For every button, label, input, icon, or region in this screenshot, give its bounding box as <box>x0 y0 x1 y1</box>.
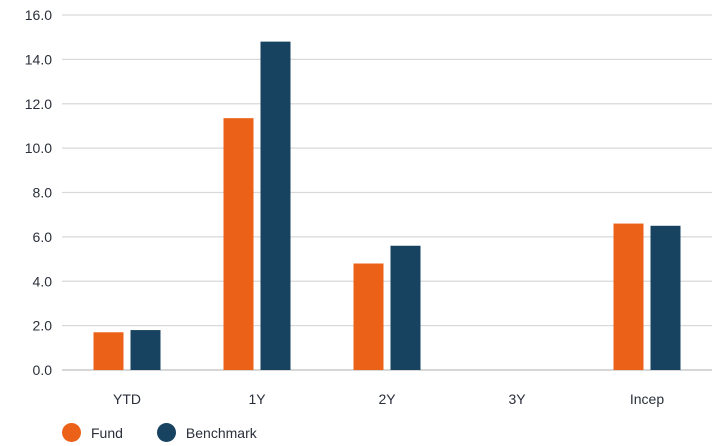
x-category-label: Incep <box>630 391 664 407</box>
y-tick-label: 16.0 <box>25 7 52 23</box>
x-category-label: 2Y <box>378 391 396 407</box>
x-category-label: 1Y <box>248 391 266 407</box>
gridlines <box>62 14 712 371</box>
bars <box>93 41 681 371</box>
y-tick-label: 12.0 <box>25 96 52 112</box>
legend-swatch-fund <box>62 423 81 442</box>
legend-item-benchmark[interactable]: Benchmark <box>156 423 257 442</box>
y-tick-label: 6.0 <box>33 229 53 245</box>
bar-benchmark-ytd[interactable] <box>130 330 161 370</box>
y-axis-ticks: 0.0 2.0 4.0 6.0 8.0 10.0 12.0 14.0 16.0 <box>25 7 52 378</box>
legend-label-fund: Fund <box>91 424 123 441</box>
bar-fund-incep[interactable] <box>613 223 644 370</box>
y-tick-label: 2.0 <box>33 318 53 334</box>
y-tick-label: 8.0 <box>33 185 53 201</box>
bar-benchmark-2y[interactable] <box>390 245 421 370</box>
bar-fund-2y[interactable] <box>353 263 384 371</box>
legend-label-benchmark: Benchmark <box>185 424 257 441</box>
bar-benchmark-1y[interactable] <box>260 41 291 370</box>
legend: Fund Benchmark <box>62 423 291 442</box>
bar-fund-ytd[interactable] <box>93 332 124 370</box>
legend-item-fund[interactable]: Fund <box>62 423 123 442</box>
bar-benchmark-incep[interactable] <box>650 225 681 370</box>
legend-swatch-benchmark <box>156 423 176 442</box>
x-axis-categories: YTD 1Y 2Y 3Y Incep <box>113 391 664 407</box>
y-tick-label: 0.0 <box>33 362 53 378</box>
bar-chart: 0.0 2.0 4.0 6.0 8.0 10.0 12.0 14.0 16.0 YTD 1Y 2Y 3… <box>25 7 712 407</box>
y-tick-label: 4.0 <box>33 273 53 289</box>
y-tick-label: 14.0 <box>25 51 52 67</box>
y-tick-label: 10.0 <box>25 140 52 156</box>
bar-fund-1y[interactable] <box>223 118 254 370</box>
x-category-label: 3Y <box>508 391 526 407</box>
x-category-label: YTD <box>113 391 141 407</box>
